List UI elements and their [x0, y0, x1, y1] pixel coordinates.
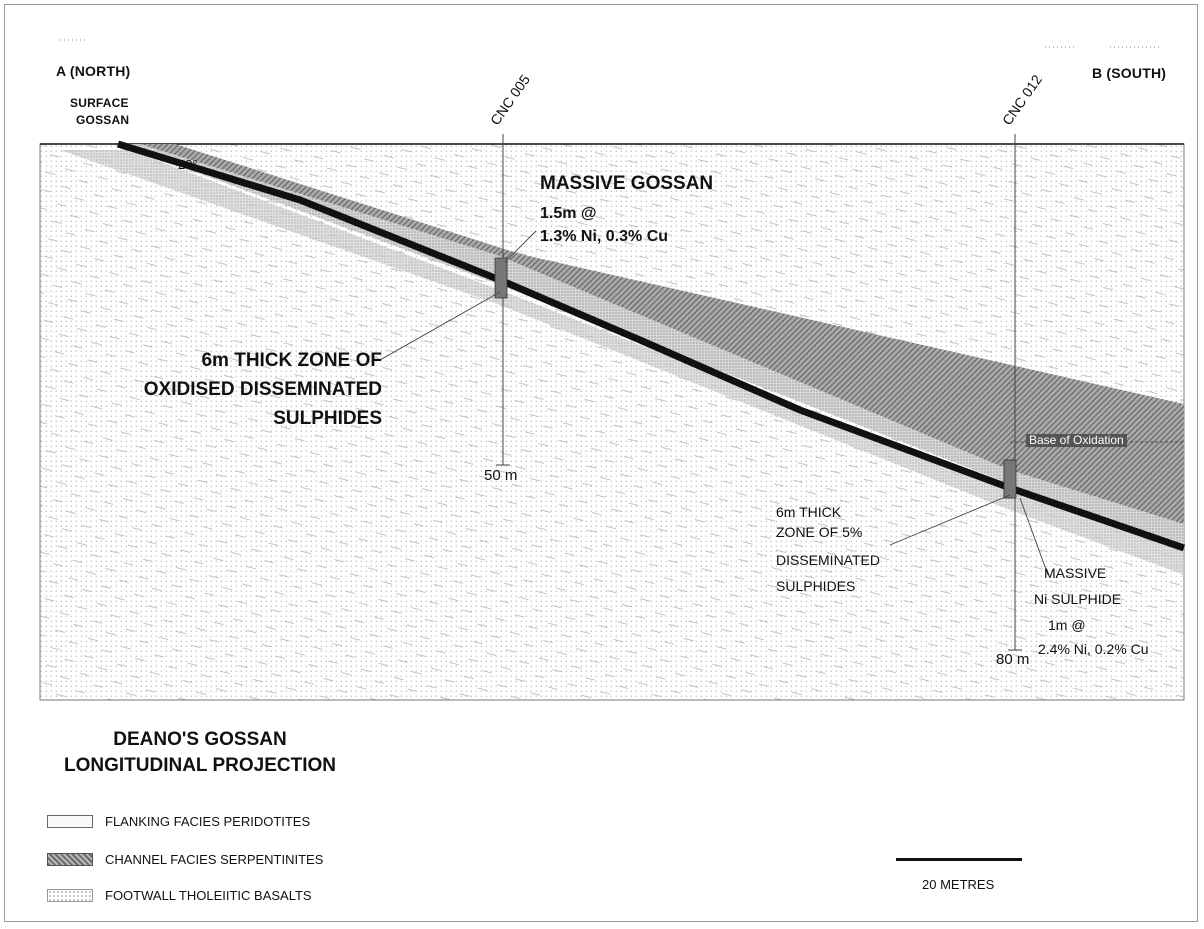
oxidised-zone-label-3: SULPHIDES	[273, 408, 382, 429]
channel-facies-wedge	[140, 144, 1184, 524]
oxidised-zone-label-1: 6m THICK ZONE OF	[201, 350, 382, 371]
legend-item-flanking: FLANKING FACIES PERIDOTITES	[47, 814, 310, 829]
massive-sulphide-label-1: MASSIVE	[1044, 565, 1107, 581]
end-b-label: B (SOUTH)	[1092, 65, 1167, 81]
drillhole-cnc005-depth: 50 m	[484, 467, 518, 484]
massive-gossan-label-2: 1.5m @	[540, 205, 597, 222]
dip-angle-label: 20°	[178, 157, 198, 172]
legend-label-footwall: FOOTWALL THOLEIITIC BASALTS	[105, 888, 312, 903]
end-a-label: A (NORTH)	[56, 63, 131, 79]
massive-gossan-label-3: 1.3% Ni, 0.3% Cu	[540, 228, 669, 245]
massive-sulphide-label-3: 1m @	[1048, 617, 1086, 633]
legend-label-flanking: FLANKING FACIES PERIDOTITES	[105, 814, 311, 829]
figure-title-line2: LONGITUDINAL PROJECTION	[64, 754, 336, 776]
legend-swatch-channel	[47, 853, 93, 866]
legend-item-channel: CHANNEL FACIES SERPENTINITES	[47, 852, 323, 867]
drillhole-cnc012-depth: 80 m	[996, 651, 1030, 668]
massive-gossan-label-1: MASSIVE GOSSAN	[540, 173, 714, 194]
disseminated-zone-label-1: 6m THICK	[776, 504, 842, 520]
leader-massive-gossan	[504, 230, 537, 263]
disseminated-zone-label-2: ZONE OF 5%	[776, 524, 863, 540]
figure-title-line1: DEANO'S GOSSAN	[113, 729, 287, 750]
legend-label-channel: CHANNEL FACIES SERPENTINITES	[105, 852, 324, 867]
figure-frame	[4, 4, 1198, 922]
massive-sulphide-label-2: Ni SULPHIDE	[1034, 591, 1122, 607]
base-of-oxidation-label: Base of Oxidation	[1026, 434, 1127, 447]
scale-bar	[896, 858, 1022, 861]
surface-gossan-label-2: GOSSAN	[76, 113, 130, 127]
disseminated-zone-label-4: SULPHIDES	[776, 578, 856, 594]
massive-sulphide-label-4: 2.4% Ni, 0.2% Cu	[1038, 641, 1149, 657]
lower-stipple-band	[60, 150, 1184, 575]
drillhole-cnc012-intercept	[1003, 459, 1017, 499]
legend-swatch-footwall	[47, 889, 93, 902]
disseminated-zone-label-3: DISSEMINATED	[776, 552, 880, 568]
drillhole-cnc005-intercept	[494, 257, 508, 299]
leader-disseminated-zone	[889, 494, 1011, 546]
figure-title: DEANO'S GOSSAN LONGITUDINAL PROJECTION	[60, 727, 340, 778]
scale-bar-label: 20 METRES	[922, 877, 995, 892]
legend-item-footwall: FOOTWALL THOLEIITIC BASALTS	[47, 888, 312, 903]
leader-massive-sulphide	[1019, 497, 1049, 576]
surface-gossan-label-1: SURFACE	[70, 96, 129, 110]
oxidised-zone-label-2: OXIDISED DISSEMINATED	[143, 379, 382, 400]
leader-oxidised-zone	[379, 291, 501, 361]
legend-swatch-flanking	[47, 815, 93, 828]
